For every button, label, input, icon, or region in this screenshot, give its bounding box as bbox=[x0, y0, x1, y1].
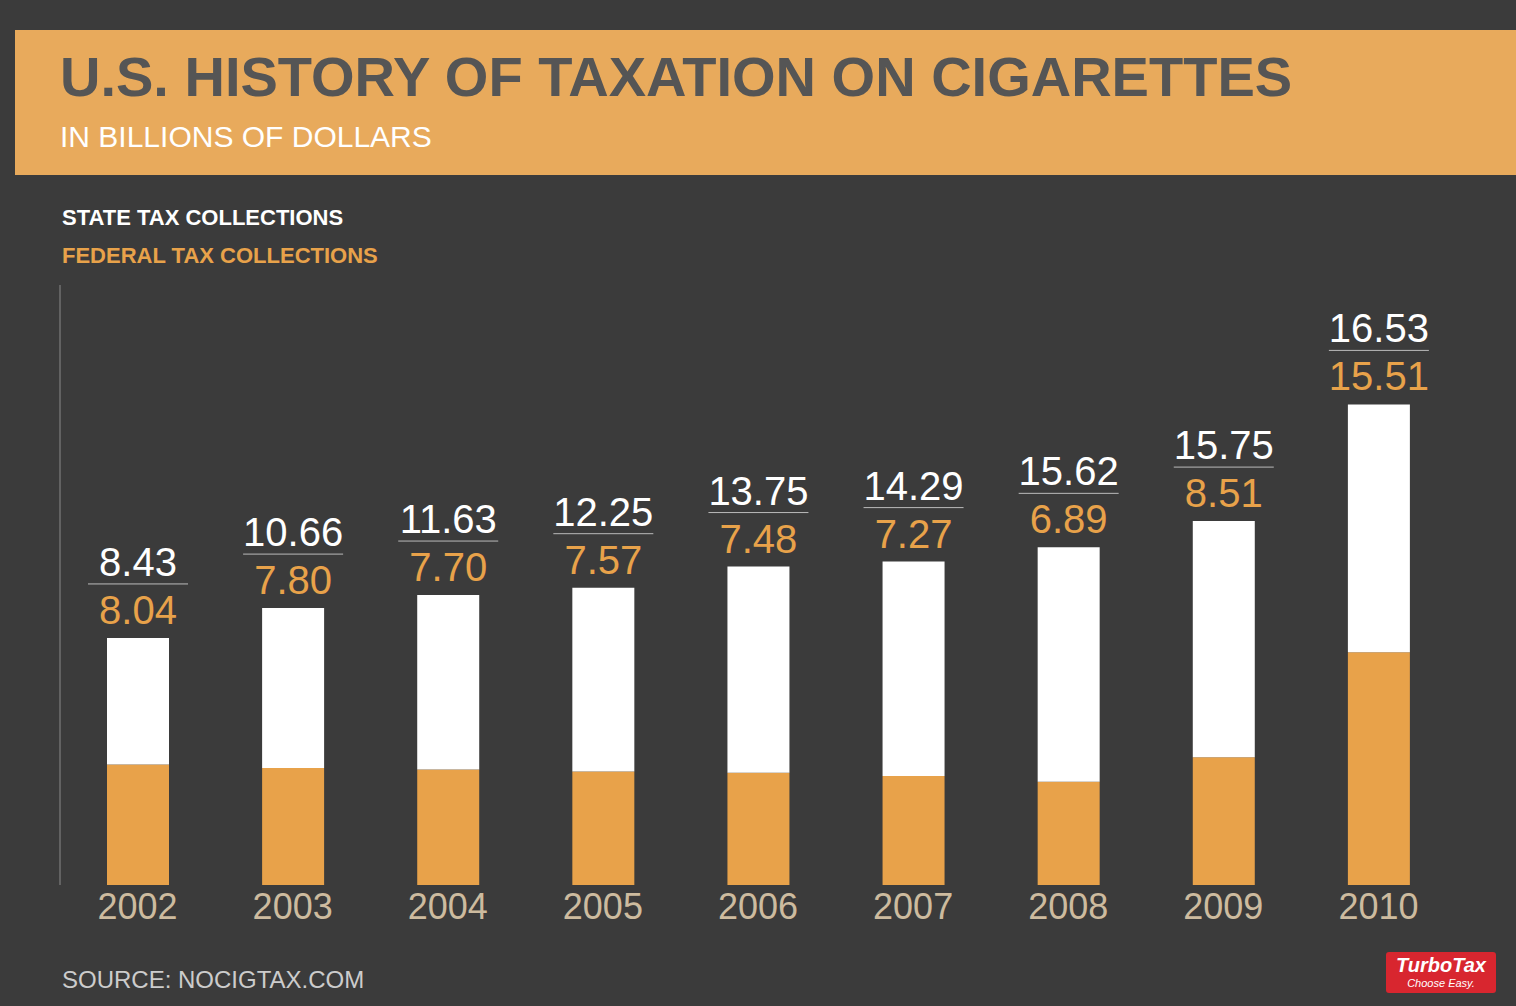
svg-text:2006: 2006 bbox=[718, 886, 798, 927]
svg-text:15.75: 15.75 bbox=[1174, 423, 1274, 467]
svg-text:8.43: 8.43 bbox=[99, 540, 177, 584]
svg-text:15.51: 15.51 bbox=[1329, 354, 1429, 398]
svg-text:2010: 2010 bbox=[1338, 886, 1418, 927]
svg-text:13.75: 13.75 bbox=[708, 469, 808, 513]
svg-text:11.63: 11.63 bbox=[400, 497, 497, 541]
svg-text:6.89: 6.89 bbox=[1030, 497, 1108, 541]
svg-text:2005: 2005 bbox=[563, 886, 643, 927]
svg-text:8.51: 8.51 bbox=[1185, 471, 1263, 515]
html-text:TurboTax: TurboTax bbox=[1396, 954, 1486, 976]
svg-text:7.80: 7.80 bbox=[254, 558, 332, 602]
svg-text:14.29: 14.29 bbox=[864, 464, 964, 508]
svg-text:15.62: 15.62 bbox=[1019, 449, 1119, 493]
svg-text:2009: 2009 bbox=[1183, 886, 1263, 927]
svg-text:7.48: 7.48 bbox=[720, 517, 798, 561]
svg-text:2004: 2004 bbox=[408, 886, 488, 927]
html-text:IN BILLIONS OF DOLLARS: IN BILLIONS OF DOLLARS bbox=[60, 120, 432, 153]
html-text:FEDERAL TAX COLLECTIONS: FEDERAL TAX COLLECTIONS bbox=[62, 243, 378, 268]
svg-text:7.57: 7.57 bbox=[564, 538, 642, 582]
html-text:U.S. HISTORY OF TAXATION ON CI: U.S. HISTORY OF TAXATION ON CIGARETTES bbox=[60, 45, 1293, 108]
svg-text:8.04: 8.04 bbox=[99, 588, 177, 632]
html-text:SOURCE: NOCIGTAX.COM: SOURCE: NOCIGTAX.COM bbox=[62, 966, 365, 993]
svg-text:2008: 2008 bbox=[1028, 886, 1108, 927]
svg-text:2002: 2002 bbox=[98, 886, 178, 927]
svg-text:10.66: 10.66 bbox=[243, 510, 343, 554]
svg-text:2007: 2007 bbox=[873, 886, 953, 927]
svg-text:2003: 2003 bbox=[253, 886, 333, 927]
svg-text:7.70: 7.70 bbox=[409, 545, 487, 589]
html-text:STATE TAX COLLECTIONS: STATE TAX COLLECTIONS bbox=[62, 205, 344, 230]
svg-text:7.27: 7.27 bbox=[875, 512, 953, 556]
svg-text:12.25: 12.25 bbox=[553, 490, 653, 534]
svg-text:16.53: 16.53 bbox=[1329, 306, 1429, 350]
html-text:Choose Easy.: Choose Easy. bbox=[1407, 977, 1475, 989]
